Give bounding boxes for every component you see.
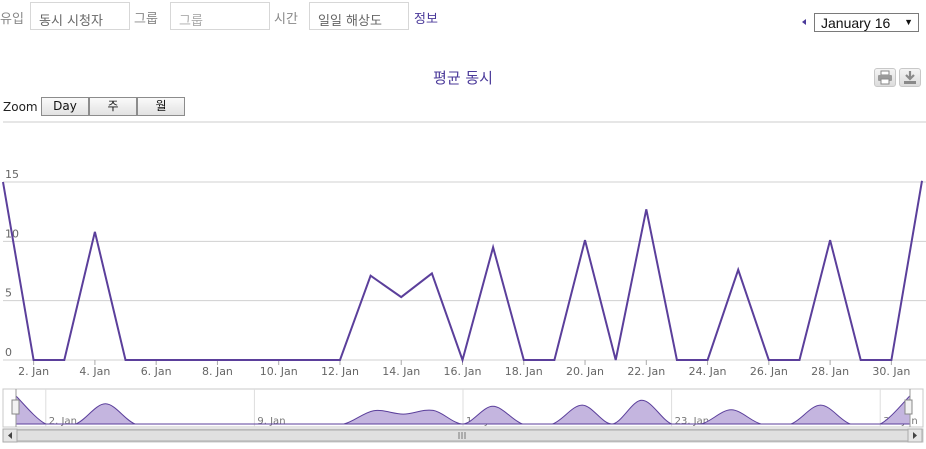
- data-point: [123, 358, 128, 363]
- data-point: [552, 358, 557, 363]
- scroll-right-icon: [913, 432, 917, 439]
- data-point: [92, 229, 97, 234]
- data-point: [797, 358, 802, 363]
- scrollbar-grip-icon: [458, 432, 466, 439]
- x-tick-label: 18. Jan: [505, 365, 543, 378]
- x-tick-label: 28. Jan: [811, 365, 849, 378]
- series-line: [2, 180, 923, 364]
- data-point: [31, 358, 36, 363]
- scrollbar-thumb[interactable]: [16, 429, 909, 442]
- export-button[interactable]: [899, 68, 921, 87]
- data-point: [276, 358, 281, 363]
- y-tick-label: 5: [5, 287, 12, 300]
- y-tick-label: 0: [5, 346, 12, 359]
- data-point: [613, 358, 618, 363]
- x-tick-label: 10. Jan: [260, 365, 298, 378]
- group-input[interactable]: 그룹: [170, 2, 270, 30]
- y-tick-label: 10: [5, 227, 19, 240]
- navigator-tick-label: 9. Jan: [257, 416, 285, 427]
- chart-title: 평균 동시: [433, 69, 493, 87]
- data-point: [674, 358, 679, 363]
- x-tick-label: 22. Jan: [627, 365, 665, 378]
- filter-bar: 유입 동시 시청자 그룹 그룹 시간 일일 해상도 정보: [0, 0, 926, 34]
- scrollbar[interactable]: [2, 428, 924, 443]
- scroll-left-icon: [8, 432, 12, 439]
- x-tick-label: 4. Jan: [79, 365, 110, 378]
- print-button[interactable]: [874, 68, 896, 87]
- data-point: [920, 178, 925, 183]
- group-label: 그룹: [134, 12, 158, 27]
- data-point: [337, 358, 342, 363]
- time-field[interactable]: 일일 해상도: [309, 2, 409, 30]
- navigator-left-handle[interactable]: [11, 399, 20, 415]
- x-tick-label: 26. Jan: [750, 365, 788, 378]
- navigator-tick-label: 2. Jan: [49, 416, 77, 427]
- navigator-tick-label: 30. Jan: [883, 416, 918, 427]
- y-tick-label: 15: [5, 168, 19, 181]
- x-tick-label: 16. Jan: [444, 365, 482, 378]
- navigator[interactable]: 2. Jan 9. Jan 16. Jan 23. Jan 30. Jan: [2, 388, 924, 428]
- data-point: [521, 358, 526, 363]
- data-point: [644, 207, 649, 212]
- info-link[interactable]: 정보: [414, 12, 438, 27]
- navigator-right-handle[interactable]: [904, 399, 913, 415]
- download-icon: [904, 71, 916, 84]
- x-tick-label: 6. Jan: [141, 365, 172, 378]
- month-select-value: January 16: [821, 15, 891, 31]
- chevron-down-icon: ▼: [904, 17, 913, 27]
- navigator-frame: [2, 388, 924, 428]
- data-point: [215, 358, 220, 363]
- type-field[interactable]: 동시 시청자: [30, 2, 130, 30]
- data-point: [399, 295, 404, 300]
- data-point: [889, 358, 894, 363]
- x-tick-label: 20. Jan: [566, 365, 604, 378]
- zoom-day-button[interactable]: Day: [41, 97, 89, 116]
- zoom-month-button[interactable]: 월: [137, 97, 185, 116]
- data-point: [62, 358, 67, 363]
- x-tick-label: 12. Jan: [321, 365, 359, 378]
- navigator-series-area: [15, 394, 911, 425]
- data-point: [460, 358, 465, 363]
- data-point: [1, 180, 6, 185]
- data-point: [828, 238, 833, 243]
- data-point: [368, 273, 373, 278]
- x-tick-label: 24. Jan: [689, 365, 727, 378]
- data-point: [246, 358, 251, 363]
- scrollbar-track[interactable]: [2, 428, 924, 443]
- data-point: [583, 238, 588, 243]
- x-tick-label: 8. Jan: [202, 365, 233, 378]
- data-point: [429, 271, 434, 276]
- printer-icon: [878, 70, 892, 85]
- scrollbar-right-button[interactable]: [907, 428, 923, 443]
- triangle-left-icon[interactable]: [802, 19, 806, 25]
- data-point: [858, 358, 863, 363]
- type-label: 유입: [0, 12, 24, 27]
- scrollbar-left-button[interactable]: [2, 428, 18, 443]
- x-tick-label: 14. Jan: [382, 365, 420, 378]
- navigator-tick-label: 16. Jan: [466, 416, 501, 427]
- time-label: 시간: [274, 12, 298, 27]
- x-tick-label: 2. Jan: [18, 365, 49, 378]
- data-point: [307, 358, 312, 363]
- data-point: [184, 358, 189, 363]
- zoom-label: Zoom: [3, 100, 38, 114]
- data-point: [705, 358, 710, 363]
- x-tick-label: 30. Jan: [872, 365, 910, 378]
- data-point: [736, 267, 741, 272]
- data-point: [154, 358, 159, 363]
- zoom-week-button[interactable]: 주: [89, 97, 137, 116]
- data-point: [491, 245, 496, 250]
- data-point: [766, 358, 771, 363]
- month-select[interactable]: January 16 ▼: [814, 13, 919, 32]
- navigator-tick-label: 23. Jan: [675, 416, 710, 427]
